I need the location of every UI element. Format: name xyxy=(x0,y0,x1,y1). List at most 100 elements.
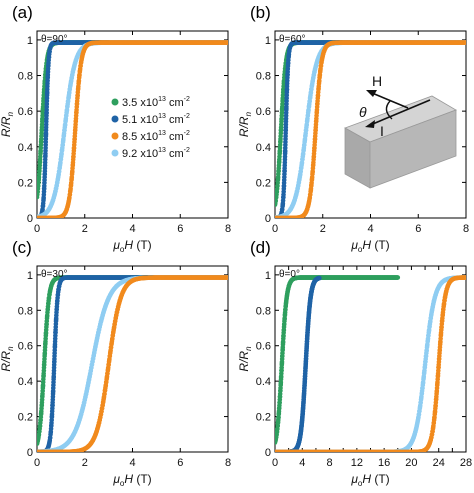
y-tick-label: 0 xyxy=(27,447,33,459)
y-axis-label: R/Rn xyxy=(0,346,15,372)
data-point xyxy=(288,43,293,48)
y-axis-label-main: R/R xyxy=(0,351,13,372)
data-point xyxy=(114,283,119,289)
y-axis-label-sub: n xyxy=(244,111,253,116)
y-axis-label-sub: n xyxy=(6,346,15,351)
x-tick-label: 8 xyxy=(225,223,231,235)
x-tick-label: 28 xyxy=(460,457,472,469)
x-tick-label: 24 xyxy=(433,457,445,469)
x-tick-label: 2 xyxy=(82,457,88,469)
data-point xyxy=(48,43,54,48)
y-tick-label: 0.8 xyxy=(256,71,271,83)
y-tick-label: 0.8 xyxy=(256,305,271,317)
x-tick-label: 0 xyxy=(34,457,40,469)
y-tick-label: 0.8 xyxy=(18,305,33,317)
y-tick-label: 0 xyxy=(265,213,271,225)
x-tick-label: 4 xyxy=(129,223,135,235)
y-tick-label: 0 xyxy=(265,447,271,459)
angle-label: θ=60° xyxy=(279,34,306,45)
data-point xyxy=(117,281,123,286)
y-tick-label: 0.8 xyxy=(18,71,33,83)
x-axis-label-unit: (T) xyxy=(371,238,390,252)
x-axis-label-sub: o xyxy=(120,245,125,254)
x-tick-label: 8 xyxy=(225,457,231,469)
series-orange xyxy=(275,40,466,218)
x-tick-label: 20 xyxy=(405,457,417,469)
y-tick-label: 0.6 xyxy=(256,341,271,353)
x-axis-label: μoH (T) xyxy=(350,238,389,254)
series-layer xyxy=(275,275,466,452)
x-axis-label-main: μ xyxy=(112,238,120,252)
y-tick-label: 0.4 xyxy=(256,142,271,154)
x-axis-label-main: μ xyxy=(112,472,120,486)
plot-frame xyxy=(36,30,229,219)
y-tick-label: 0.2 xyxy=(18,177,33,189)
x-tick-label: 0 xyxy=(34,223,40,235)
data-point xyxy=(225,275,228,280)
data-point xyxy=(51,278,57,283)
x-tick-label: 2 xyxy=(82,223,88,235)
x-tick-label: 0 xyxy=(272,223,278,235)
x-tick-label: 12 xyxy=(351,457,363,469)
x-tick-label: 8 xyxy=(327,457,333,469)
x-tick-label: 6 xyxy=(415,223,421,235)
plot-frame xyxy=(36,265,229,453)
data-point xyxy=(58,278,64,283)
x-tick-label: 2 xyxy=(320,223,326,235)
data-point xyxy=(81,446,87,452)
y-axis-label-main: R/R xyxy=(237,116,251,137)
series-orange xyxy=(37,40,228,218)
y-axis-label: R/Rn xyxy=(237,111,253,137)
y-tick-label: 0 xyxy=(27,213,33,225)
panel-label: (a) xyxy=(12,3,33,22)
x-axis-label-unit: (T) xyxy=(133,472,152,486)
y-tick-label: 0.6 xyxy=(18,341,33,353)
x-axis-label-sub: o xyxy=(120,479,125,488)
data-point xyxy=(123,278,129,283)
y-tick-label: 0.6 xyxy=(256,106,271,118)
y-axis-label-main: R/R xyxy=(0,116,13,137)
data-point xyxy=(84,43,90,48)
y-tick-label: 0.4 xyxy=(18,376,33,388)
y-tick-label: 0.2 xyxy=(18,412,33,424)
x-axis-label-unit: (T) xyxy=(133,238,152,252)
panel-c: 0 2 4 6 800.20.40.60.81(c)θ=30°μoH (T)R/Rn xyxy=(0,238,231,488)
x-axis-label-main: μ xyxy=(350,238,358,252)
y-tick-label: 1 xyxy=(27,35,33,47)
x-tick-label: 8 xyxy=(463,223,469,235)
panel-label: (b) xyxy=(250,3,271,22)
x-axis-label-rest: H xyxy=(362,238,371,252)
y-tick-label: 1 xyxy=(265,270,271,282)
x-tick-label: 6 xyxy=(177,223,183,235)
angle-label: θ=90° xyxy=(41,34,68,45)
y-tick-label: 0.4 xyxy=(18,142,33,154)
x-tick-label: 6 xyxy=(177,457,183,469)
x-tick-label: 16 xyxy=(378,457,390,469)
y-tick-label: 0.2 xyxy=(256,412,271,424)
data-point xyxy=(130,278,136,283)
series-layer xyxy=(37,275,228,452)
data-point xyxy=(463,40,466,45)
x-axis-label-sub: o xyxy=(358,245,363,254)
x-tick-label: 4 xyxy=(299,457,305,469)
series-layer xyxy=(275,40,466,218)
data-point xyxy=(324,43,330,48)
y-tick-label: 0.6 xyxy=(18,106,33,118)
x-axis-label-rest: H xyxy=(124,472,133,486)
x-tick-label: 4 xyxy=(129,457,135,469)
angle-label: θ=30° xyxy=(41,269,68,280)
series-orange xyxy=(37,275,228,452)
panel-label: (c) xyxy=(12,238,32,257)
data-point xyxy=(126,281,132,286)
y-tick-label: 0.2 xyxy=(256,177,271,189)
y-axis-label-sub: n xyxy=(6,111,15,116)
x-tick-label: 4 xyxy=(367,223,373,235)
panels: 0 2 4 6 800.20.40.60.81(a)θ=90°μoH (T)R/Rn0 2… xyxy=(0,3,472,488)
x-axis-label-rest: H xyxy=(124,238,133,252)
y-tick-label: 1 xyxy=(265,35,271,47)
y-tick-label: 1 xyxy=(27,270,33,282)
panel-a: 0 2 4 6 8 0 0.2 0.4 0.6 0.8 1 (a) θ=90° μoH (T) R/Rn xyxy=(0,3,231,254)
data-point xyxy=(225,40,228,45)
